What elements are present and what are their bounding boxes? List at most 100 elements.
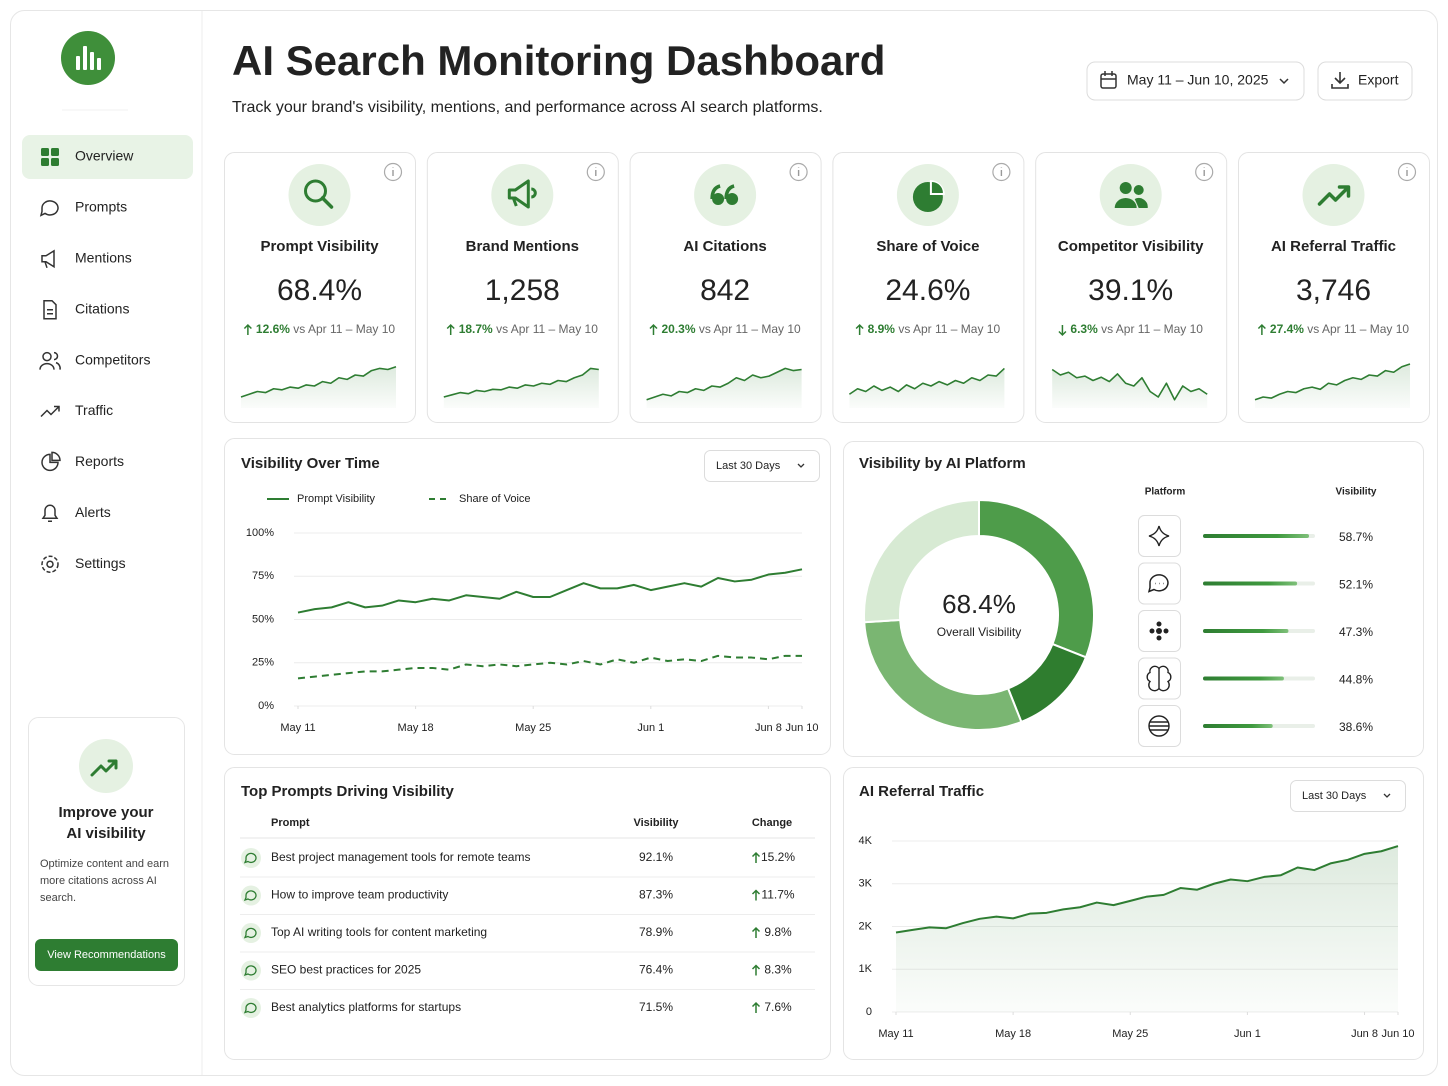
kpi-change-line: 8.9% vs Apr 11 – May 10	[868, 322, 1001, 336]
nav-label[interactable]: Reports	[75, 453, 124, 469]
range-dropdown[interactable]	[1290, 780, 1406, 812]
kpi-icon	[1133, 185, 1144, 195]
nav-label[interactable]: Competitors	[75, 351, 150, 367]
info-icon[interactable]	[383, 162, 403, 182]
platform-icon	[1149, 628, 1155, 634]
nav-label[interactable]: Settings	[75, 555, 126, 571]
bar-value-label: 47.3%	[1339, 625, 1373, 639]
nav-item[interactable]: Competitors	[39, 351, 150, 370]
nav-item[interactable]: Prompts	[39, 199, 127, 217]
table-row[interactable]: Best project management tools for remote…	[240, 848, 815, 878]
export-button[interactable]	[1317, 61, 1413, 101]
kpi-comparison: vs Apr 11 – May 10	[293, 322, 395, 336]
nav-item[interactable]: Citations	[43, 299, 129, 320]
prompt-text: Best project management tools for remote…	[271, 850, 530, 864]
nav-label[interactable]: Overview	[75, 148, 134, 164]
kpi-label: AI Referral Traffic	[1271, 238, 1396, 255]
promo-card	[28, 717, 185, 986]
bar	[1203, 581, 1298, 586]
prompt-icon	[243, 965, 257, 977]
promo-title: Improve your AI visibility	[58, 804, 154, 842]
kpi-icon	[304, 179, 327, 203]
date-range[interactable]: May 11 – Jun 10, 2025	[1127, 72, 1269, 88]
kpi-icon	[1114, 198, 1137, 208]
donut-segment	[863, 498, 980, 624]
nav-label[interactable]: Prompts	[75, 199, 127, 215]
nav-item[interactable]: Overview	[22, 135, 193, 179]
nav-item[interactable]: Alerts	[41, 504, 111, 523]
nav-label[interactable]: Traffic	[75, 402, 113, 418]
platform-icon	[1147, 574, 1169, 593]
kpi-icon	[931, 182, 943, 193]
nav-item[interactable]: Reports	[41, 451, 124, 472]
kpi-card-bg	[426, 152, 619, 423]
x-tick-label: May 11	[280, 722, 315, 734]
kpi-change-line: 27.4% vs Apr 11 – May 10	[1270, 322, 1410, 336]
table-row[interactable]: Best analytics platforms for startups 71.…	[241, 998, 792, 1018]
nav-label[interactable]: Citations	[75, 300, 129, 316]
nav-label[interactable]: Mentions	[75, 250, 132, 266]
prompt-text: How to improve team productivity	[271, 888, 448, 902]
promo-button[interactable]: View Recommendations	[35, 939, 178, 971]
prompt-visibility: 76.4%	[639, 963, 673, 977]
chevron	[1383, 793, 1391, 798]
kpi-comparison: vs Apr 11 – May 10	[699, 322, 801, 336]
platform-icon-box	[1138, 515, 1181, 557]
nav-item[interactable]: Settings	[41, 555, 126, 573]
change-arrow	[1058, 325, 1067, 337]
table-row[interactable]: How to improve team productivity 87.3% 11.…	[240, 885, 815, 915]
nav-item[interactable]: Traffic	[40, 402, 113, 418]
kpi-label: Prompt Visibility	[260, 238, 379, 255]
kpi-icon	[1134, 198, 1148, 208]
table-row[interactable]: Top AI writing tools for content marketi…	[240, 923, 815, 953]
info-icon[interactable]	[1397, 162, 1417, 182]
prompt-change: 8.3%	[764, 963, 792, 977]
page-subtitle: Track your brand's visibility, mentions,…	[232, 99, 823, 116]
change-arrow	[1257, 323, 1266, 335]
info-icon[interactable]	[992, 162, 1011, 182]
date-picker[interactable]	[1086, 61, 1305, 101]
platform-icon	[1156, 635, 1162, 641]
change-arrow	[855, 323, 864, 335]
kpi-card-bg	[1035, 152, 1228, 423]
change-arrow	[751, 889, 761, 901]
info-icon[interactable]	[586, 162, 605, 182]
y-tick-label: 75%	[252, 570, 274, 582]
download-icon	[1331, 72, 1349, 89]
prompt-visibility: 92.1%	[639, 850, 673, 864]
kpi-card-bg	[629, 152, 822, 423]
range-label[interactable]: Last 30 Days	[1302, 790, 1367, 802]
x-tick-label: May 25	[1112, 1028, 1148, 1040]
panel-title: Top Prompts Driving Visibility	[241, 783, 454, 800]
table-row[interactable]: SEO best practices for 2025 76.4% 8.3%	[240, 960, 815, 990]
info-icon[interactable]	[1195, 162, 1214, 182]
info-icon[interactable]	[789, 162, 808, 182]
sparkline-area	[241, 366, 396, 408]
kpi-icon-bg	[491, 164, 554, 226]
logo	[61, 31, 115, 85]
kpi-card: AI Referral Traffic 3,746 27.4% vs Apr 11 …	[1238, 152, 1430, 423]
nav-label[interactable]: Alerts	[75, 504, 111, 520]
export-label[interactable]: Export	[1358, 72, 1399, 88]
x-tick-label: Jun 10	[785, 722, 818, 734]
bar	[1203, 534, 1310, 538]
nav-icon	[41, 249, 55, 269]
kpi-card: Share of Voice 24.6% 8.9% vs Apr 11 – May …	[832, 152, 1025, 423]
prompt-change: 11.7%	[761, 888, 794, 902]
kpi-label: AI Citations	[683, 238, 766, 255]
table-header: Prompt	[271, 817, 310, 829]
sparkline	[848, 367, 1005, 395]
x-tick-label: May 25	[515, 722, 551, 734]
kpi-label: Competitor Visibility	[1058, 238, 1204, 255]
nav-active-bg	[22, 135, 193, 179]
nav-item[interactable]: Mentions	[41, 249, 132, 269]
kpi-value: 3,746	[1296, 274, 1371, 307]
panel-title: Visibility by AI Platform	[859, 455, 1026, 472]
range-label[interactable]: Last 30 Days	[716, 460, 781, 472]
promo-icon	[90, 759, 118, 777]
range-dropdown[interactable]	[704, 450, 820, 482]
bar	[1203, 629, 1289, 633]
kpi-value: 1,258	[485, 274, 560, 307]
